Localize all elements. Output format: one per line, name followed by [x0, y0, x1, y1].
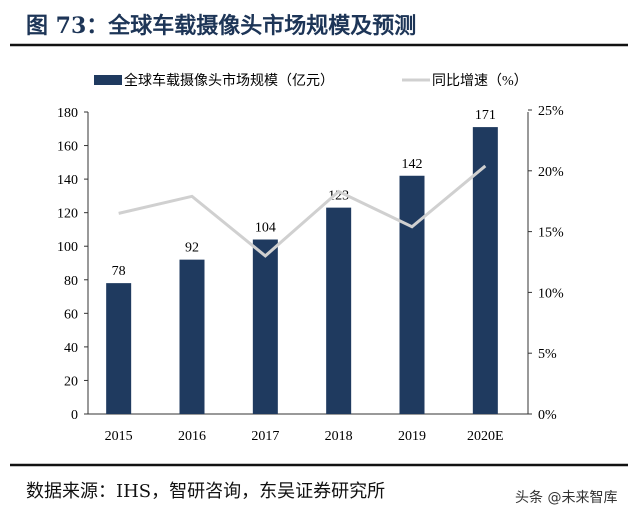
x-tick-label: 2015: [105, 429, 133, 444]
right-tick-label: 10%: [538, 286, 564, 301]
x-tick-label: 2016: [178, 429, 206, 444]
legend-bar-label: 全球车载摄像头市场规模（亿元）: [124, 72, 334, 89]
right-tick-label: 0%: [538, 408, 557, 423]
left-tick-label: 120: [57, 207, 78, 222]
left-tick-label: 20: [64, 374, 78, 389]
left-tick-label: 40: [64, 341, 78, 356]
watermark: 头条 @未来智库: [515, 490, 618, 506]
right-tick-label: 5%: [538, 347, 557, 362]
x-tick-label: 2017: [251, 429, 279, 444]
bar-data-label: 104: [255, 221, 276, 236]
bar: [399, 175, 425, 414]
bar-data-label: 78: [112, 264, 126, 279]
legend: 全球车载摄像头市场规模（亿元） 同比增速（%）: [94, 72, 528, 89]
right-tick-label: 25%: [538, 104, 564, 119]
left-tick-label: 60: [64, 307, 78, 322]
bar: [106, 283, 132, 414]
left-tick-label: 160: [57, 140, 78, 155]
legend-line-label: 同比增速（%）: [432, 73, 528, 89]
left-tick-label: 140: [57, 173, 78, 188]
left-tick-label: 100: [57, 240, 78, 255]
bar: [179, 259, 205, 414]
right-tick-label: 15%: [538, 226, 564, 241]
x-tick-label: 2018: [325, 429, 353, 444]
legend-bar-swatch: [94, 75, 122, 85]
x-tick-label: 2019: [398, 429, 426, 444]
left-tick-label: 80: [64, 274, 78, 289]
bar: [326, 207, 352, 414]
left-tick-label: 180: [57, 106, 78, 121]
bar-data-label: 171: [475, 108, 496, 123]
bar: [472, 127, 498, 414]
right-tick-label: 20%: [538, 165, 564, 180]
bar: [252, 239, 278, 414]
x-tick-label: 2020E: [467, 429, 504, 444]
bar-data-label: 92: [185, 241, 199, 256]
source-note: 数据来源：IHS，智研咨询，东吴证券研究所: [26, 481, 386, 502]
growth-line: [118, 164, 487, 258]
figure-title: 图 73：全球车载摄像头市场规模及预测: [26, 13, 417, 39]
bar-data-label: 142: [402, 157, 423, 172]
left-tick-label: 0: [71, 408, 78, 423]
